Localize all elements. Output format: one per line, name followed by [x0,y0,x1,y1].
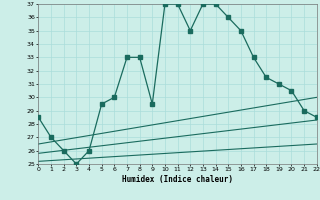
X-axis label: Humidex (Indice chaleur): Humidex (Indice chaleur) [122,175,233,184]
